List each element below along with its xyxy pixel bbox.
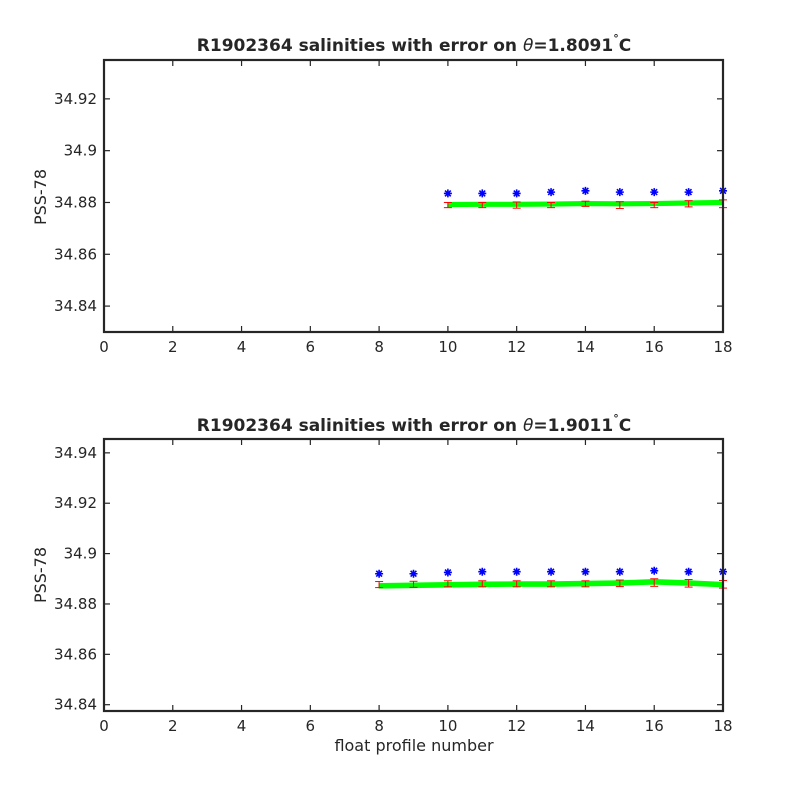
axes-box [102, 437, 725, 713]
data-point-asterisk [581, 186, 590, 195]
data-point-asterisk [478, 567, 487, 576]
y-tick-label: 34.94 [54, 444, 97, 462]
error-bar [650, 578, 659, 587]
error-bar [581, 200, 590, 207]
x-tick-label: 8 [374, 338, 384, 356]
data-point-asterisk [409, 569, 418, 578]
x-tick-label: 4 [237, 717, 247, 735]
bottom-panel-plot-area: 0 2 4 6 8 10 12 14 16 18 34.84 34.86 34.88 34.9 34.92 3… [54, 437, 733, 735]
error-bar [443, 580, 452, 588]
error-bar [512, 201, 521, 209]
top-panel-ylabel: PSS-78 [31, 169, 50, 225]
x-tick-label: 6 [306, 338, 316, 356]
data-point-asterisk [512, 189, 521, 198]
data-point-asterisk [615, 188, 624, 197]
bottom-panel-title: R1902364 salinities with error on θ=1.90… [197, 412, 631, 436]
x-tick-label: 10 [438, 717, 457, 735]
x-tick-label: 4 [237, 338, 247, 356]
x-tick-label: 12 [507, 338, 526, 356]
error-bar [547, 580, 556, 588]
data-point-asterisk [443, 568, 452, 577]
y-tick-label: 34.9 [64, 142, 97, 160]
data-point-asterisk [684, 188, 693, 197]
data-point-asterisk [443, 189, 452, 198]
top-panel: R1902364 salinities with error on θ=1.80… [31, 32, 733, 356]
axes-box [102, 58, 725, 334]
data-point-asterisk [375, 569, 384, 578]
data-point-asterisk [615, 567, 624, 576]
error-bar [478, 201, 487, 209]
x-tick-label: 12 [507, 717, 526, 735]
x-tick-label: 16 [645, 717, 664, 735]
x-tick-label: 18 [713, 717, 732, 735]
x-tick-label: 8 [374, 717, 384, 735]
x-tick-label: 18 [713, 338, 732, 356]
y-tick-label: 34.92 [54, 494, 97, 512]
error-bar [684, 579, 693, 588]
data-point-asterisk [650, 566, 659, 575]
y-tick-label: 34.84 [54, 297, 97, 315]
x-tick-label: 16 [645, 338, 664, 356]
y-tick-label: 34.88 [54, 193, 97, 211]
x-tick-label: 6 [306, 717, 316, 735]
error-bar [581, 580, 590, 588]
x-tick-label: 14 [576, 717, 595, 735]
data-point-asterisk [650, 188, 659, 197]
y-tick-label: 34.9 [64, 545, 97, 563]
x-tick-label: 10 [438, 338, 457, 356]
error-bar [478, 580, 487, 588]
data-point-asterisk [478, 189, 487, 198]
x-tick-label: 2 [168, 717, 178, 735]
error-bar [547, 201, 556, 209]
data-point-asterisk [547, 188, 556, 197]
top-panel-title: R1902364 salinities with error on θ=1.80… [197, 32, 631, 56]
error-bar [409, 580, 418, 588]
x-tick-label: 14 [576, 338, 595, 356]
error-bar [375, 581, 384, 589]
bottom-panel-ylabel: PSS-78 [31, 547, 50, 603]
bottom-panel: R1902364 salinities with error on θ=1.90… [31, 412, 733, 755]
y-tick-label: 34.88 [54, 595, 97, 613]
error-bar [615, 579, 624, 588]
data-point-asterisk [581, 567, 590, 576]
data-point-asterisk [684, 567, 693, 576]
data-point-asterisk [547, 567, 556, 576]
top-panel-plot-area: 0 2 4 6 8 10 12 14 16 18 34.84 34.86 34.88 34.9 34.92 [54, 58, 733, 356]
y-tick-label: 34.86 [54, 245, 97, 263]
data-point-asterisk [512, 567, 521, 576]
error-bar [684, 200, 693, 208]
error-bar [615, 201, 624, 209]
error-bar [512, 580, 521, 588]
x-tick-label: 2 [168, 338, 178, 356]
x-tick-label: 0 [99, 338, 109, 356]
x-tick-label: 0 [99, 717, 109, 735]
y-tick-label: 34.92 [54, 90, 97, 108]
error-bar [443, 201, 452, 209]
error-bar [650, 201, 659, 209]
y-tick-label: 34.84 [54, 696, 97, 714]
x-axis-label: float profile number [334, 736, 494, 755]
y-tick-label: 34.86 [54, 645, 97, 663]
